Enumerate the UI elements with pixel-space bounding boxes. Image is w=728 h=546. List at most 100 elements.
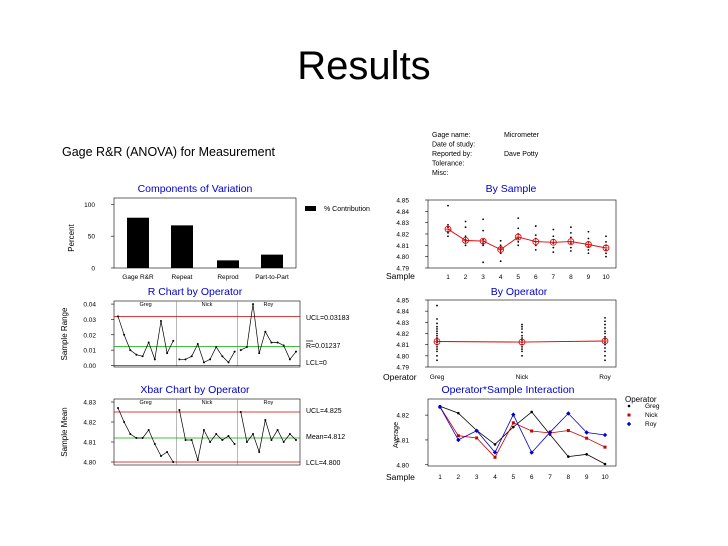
- y-tick-label: 4.85: [396, 198, 409, 205]
- subgroup-point: [295, 350, 297, 353]
- legend-marker: [626, 421, 632, 427]
- series-marker-greg: [567, 455, 570, 458]
- y-tick-label: 4.81: [396, 342, 409, 349]
- r-center-label: R=0.01237: [306, 343, 341, 350]
- subgroup-point: [227, 361, 230, 364]
- series-marker-nick: [603, 445, 607, 449]
- legend-entry: Greg: [645, 403, 660, 410]
- measurement-point: [521, 346, 523, 348]
- series-marker-roy: [492, 450, 498, 455]
- measurement-point: [605, 252, 607, 255]
- x-tick-label: 6: [534, 274, 538, 281]
- legend-entry: Nick: [645, 412, 658, 419]
- measurement-point: [569, 226, 572, 229]
- subgroup-point: [172, 461, 175, 463]
- measurement-point: [604, 320, 606, 323]
- xbar-y-label: Sample Mean: [60, 407, 69, 456]
- subgroup-point: [258, 352, 261, 355]
- series-marker-nick: [566, 429, 570, 433]
- measurement-point: [521, 323, 523, 326]
- control-plot-frame: [113, 300, 301, 368]
- subgroup-point: [117, 407, 119, 409]
- subgroup-point: [245, 346, 248, 349]
- legend-marker: [627, 413, 631, 417]
- legend-swatch: [305, 206, 316, 211]
- info-value: Micrometer: [504, 132, 540, 139]
- measurement-point: [604, 350, 606, 353]
- subgroup-line-nick: [179, 343, 235, 363]
- measurement-point: [464, 220, 467, 223]
- xbar-chart: Xbar Chart by Operator Sample Mean 4.80 4…: [60, 384, 345, 467]
- x-tick-label: 3: [481, 274, 485, 281]
- measurement-point: [604, 323, 606, 326]
- measurement-point: [604, 330, 606, 333]
- x-tick-label: 1: [446, 274, 450, 281]
- info-label: Date of study:: [432, 142, 475, 149]
- y-tick-label: 4.80: [396, 353, 409, 360]
- measurement-point: [436, 346, 438, 348]
- measurement-point: [436, 334, 438, 337]
- interaction-title: Operator*Sample Interaction: [441, 384, 574, 396]
- subgroup-point: [166, 451, 169, 453]
- x-tick-label: 2: [464, 274, 468, 281]
- operator-label: Roy: [263, 302, 273, 308]
- measurement-point: [482, 244, 485, 247]
- info-label: Misc:: [432, 170, 448, 177]
- series-marker-nick: [530, 429, 534, 433]
- sample-mean-line: [447, 228, 607, 251]
- operator-label: Nick: [202, 400, 213, 406]
- measurement-point: [552, 251, 555, 254]
- measurement-point: [436, 350, 438, 353]
- y-tick-label: 4.81: [396, 437, 409, 444]
- r-ucl-label: UCL=0.03183: [306, 315, 350, 322]
- info-label: Reported by:: [432, 151, 472, 158]
- measurement-point: [482, 218, 485, 221]
- by-sample-title: By Sample: [486, 183, 537, 195]
- x-category-label: Nick: [516, 374, 529, 381]
- operator-label: Nick: [202, 302, 213, 308]
- subgroup-point: [153, 358, 156, 361]
- subgroup-line-roy: [240, 304, 297, 360]
- subgroup-point: [245, 441, 248, 443]
- series-line-greg: [439, 405, 606, 465]
- series-marker-roy: [547, 430, 553, 435]
- x-category-label: Reprod: [217, 274, 239, 281]
- bar-reprod: [217, 260, 239, 268]
- operator-mean-marker: [433, 338, 441, 345]
- x-tick-label: 9: [585, 474, 589, 481]
- subgroup-point: [190, 439, 193, 441]
- measurement-point: [447, 224, 449, 226]
- y-tick-label: 4.80: [396, 462, 409, 469]
- subgroup-point: [221, 439, 224, 441]
- subgroup-point: [141, 437, 144, 439]
- bar-gage-r-r: [127, 217, 149, 268]
- measurement-point: [552, 228, 555, 231]
- series-marker-roy: [474, 428, 479, 433]
- series-marker-roy: [437, 404, 443, 410]
- measurement-point: [517, 217, 520, 220]
- measurement-point: [499, 239, 502, 242]
- x-tick-label: 5: [516, 274, 520, 281]
- operator-mean-cross: [519, 339, 525, 345]
- sample-mean-cross: [550, 239, 556, 245]
- measurement-point: [569, 250, 572, 252]
- measurement-point: [552, 246, 555, 249]
- subgroup-point: [252, 433, 255, 435]
- y-tick-label: 4.84: [396, 209, 409, 216]
- slide-title: Results: [297, 44, 431, 88]
- subgroup-point: [129, 349, 132, 352]
- subgroup-point: [239, 349, 242, 352]
- operator-label: Greg: [140, 302, 152, 308]
- series-marker-nick: [511, 421, 515, 425]
- by-operator-chart: By Operator Operator 4.79 4.80 4.81 4.82 4.8…: [383, 286, 617, 382]
- subgroup-point: [202, 429, 205, 431]
- measurement-point: [499, 260, 502, 263]
- components-y-label: Percent: [67, 223, 76, 251]
- measurement-point: [587, 230, 590, 233]
- interaction-y-label: Average: [393, 422, 400, 448]
- series-marker-greg: [512, 425, 515, 429]
- measurement-point: [517, 227, 520, 230]
- measurement-point: [517, 244, 520, 247]
- subgroup-point: [196, 459, 199, 461]
